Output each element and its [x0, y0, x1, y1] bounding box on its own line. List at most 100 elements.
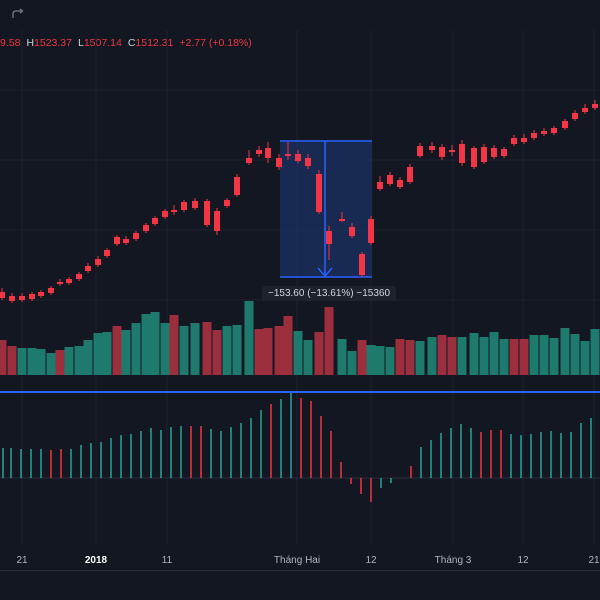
candle-body	[57, 282, 63, 284]
volume-bar	[202, 322, 212, 375]
candle-body	[104, 250, 110, 256]
volume-bar	[121, 330, 131, 375]
candle-body	[349, 227, 355, 236]
volume-bar	[102, 332, 112, 375]
candle-body	[326, 231, 332, 244]
pane-separator[interactable]	[0, 391, 600, 393]
candle-body	[19, 296, 25, 300]
volume-bar	[337, 339, 347, 375]
candle-body	[449, 150, 455, 152]
candle-body	[204, 201, 210, 225]
volume-bar	[254, 329, 264, 375]
redo-arrow-icon[interactable]	[10, 6, 26, 22]
time-label-12: 12	[365, 555, 377, 566]
volume-bar	[112, 326, 122, 375]
volume-bar	[590, 329, 600, 375]
bottom-strip	[0, 570, 600, 600]
volume-bar	[244, 301, 254, 375]
high-key: H	[26, 37, 35, 49]
candle-body	[562, 121, 568, 128]
candle-body	[339, 219, 345, 221]
candle-body	[9, 296, 15, 301]
candle-body	[501, 149, 507, 156]
candle-body	[285, 154, 291, 156]
volume-bar	[549, 338, 559, 375]
price-volume-pane[interactable]	[0, 30, 600, 391]
measure-arrow-head	[317, 267, 333, 278]
volume-bar	[347, 351, 357, 375]
volume-bar	[27, 348, 37, 375]
volume-bar	[395, 339, 405, 375]
candle-body	[359, 254, 365, 275]
volume-bar	[427, 337, 437, 375]
volume-bar	[366, 345, 376, 375]
candle-body	[397, 180, 403, 187]
measure-label: −153.60 (−13.61%) −15360	[262, 286, 397, 301]
candle-body	[521, 138, 527, 142]
candle-body	[407, 167, 413, 182]
volume-bar	[212, 330, 222, 375]
candle-body	[541, 131, 547, 134]
candle-body	[181, 202, 187, 210]
volume-bar	[479, 337, 489, 375]
candle-body	[572, 113, 578, 119]
candle-body	[481, 147, 487, 162]
candle-body	[76, 274, 82, 279]
volume-bar	[489, 332, 499, 375]
candle-body	[276, 158, 282, 167]
candle-body	[387, 175, 393, 184]
candle-body	[491, 148, 497, 157]
candle-body	[551, 128, 557, 133]
candle-body	[377, 182, 383, 189]
time-label-thang-3: Tháng 3	[434, 555, 472, 566]
candle-body	[123, 239, 129, 243]
candle-body	[114, 237, 120, 244]
volume-bar	[160, 323, 170, 375]
volume-bar	[529, 335, 539, 375]
candle-body	[162, 211, 168, 217]
volume-bar	[222, 326, 232, 375]
volume-bar	[357, 340, 367, 375]
volume-bar	[499, 339, 509, 375]
volume-bar	[36, 349, 46, 375]
volume-bar	[324, 307, 334, 375]
candle-body	[85, 266, 91, 271]
candle-body	[133, 233, 139, 239]
candle-body	[143, 225, 149, 231]
candle-body	[316, 174, 322, 212]
volume-bar	[385, 347, 395, 375]
candle-body	[582, 108, 588, 112]
candle-body	[305, 158, 311, 166]
time-label-11: 11	[161, 555, 173, 566]
candle-body	[295, 154, 301, 161]
volume-bar	[131, 323, 141, 375]
volume-bar	[46, 353, 56, 375]
volume-bar	[0, 340, 7, 375]
open-value: 9.58	[0, 37, 21, 49]
volume-bar	[580, 341, 590, 375]
candle-body	[439, 147, 445, 157]
volume-bar	[375, 346, 385, 375]
candle-body	[459, 144, 465, 163]
volume-bar	[141, 314, 151, 375]
candle-body	[66, 279, 72, 283]
change-value: +2.77 (+0.18%)	[179, 37, 252, 49]
volume-bar	[293, 331, 303, 375]
candle-body	[234, 177, 240, 195]
candle-body	[471, 148, 477, 167]
oscillator-pane[interactable]	[0, 393, 600, 545]
volume-bar	[405, 340, 415, 375]
volume-bar	[539, 335, 549, 375]
volume-bar	[457, 337, 467, 375]
measure-box	[280, 141, 372, 277]
volume-bar	[570, 334, 580, 375]
high-value: 1523.37	[34, 37, 72, 49]
time-label-21: 21	[16, 555, 28, 566]
candle-body	[265, 148, 271, 158]
volume-bar	[55, 350, 65, 375]
ohlc-legend: 9.58 H 1523.37 L 1507.14 C 1512.31 +2.77…	[0, 37, 252, 53]
close-key: C	[127, 37, 136, 49]
time-label-thang-hai: Tháng Hai	[273, 555, 321, 566]
volume-bar	[190, 323, 200, 375]
